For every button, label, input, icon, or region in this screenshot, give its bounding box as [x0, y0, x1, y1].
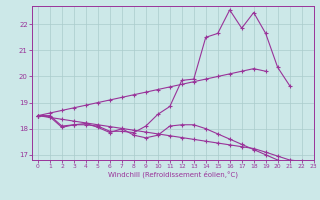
X-axis label: Windchill (Refroidissement éolien,°C): Windchill (Refroidissement éolien,°C) [108, 171, 238, 178]
